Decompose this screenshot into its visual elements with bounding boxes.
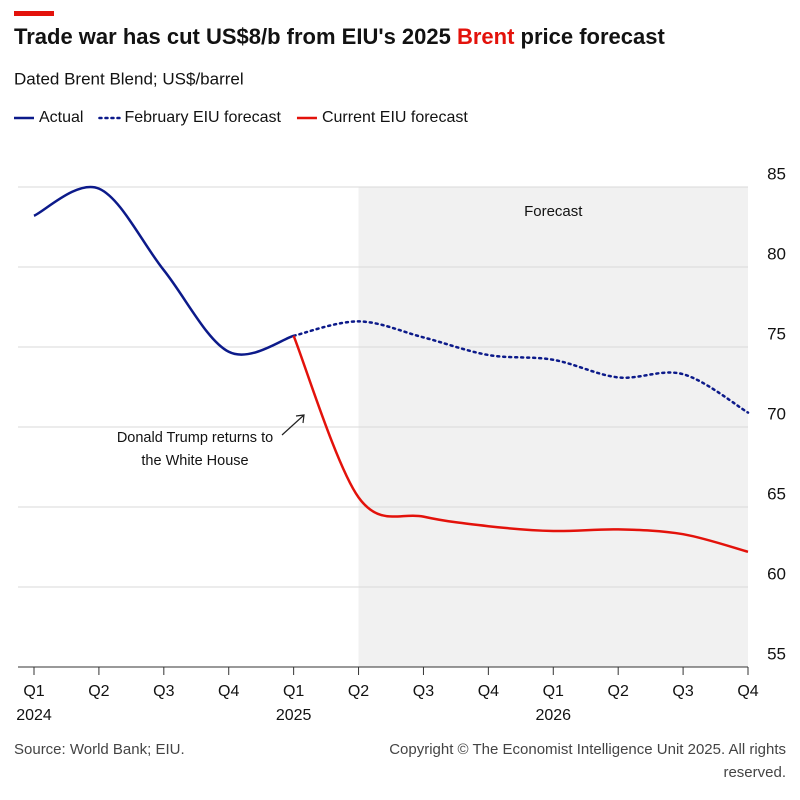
y-tick-label: 80 <box>767 244 786 263</box>
x-tick-label: Q4 <box>737 683 758 700</box>
y-tick-label: 75 <box>767 324 786 343</box>
y-tick-label: 85 <box>767 164 786 183</box>
title-part: Trade war has cut US$8/b from EIU's 2025 <box>14 24 457 49</box>
x-tick-label: Q2 <box>88 683 109 700</box>
series-line <box>33 185 295 356</box>
title-part: price forecast <box>514 24 665 49</box>
x-tick-label: Q1 <box>23 683 44 700</box>
x-tick-label: Q4 <box>478 683 499 700</box>
legend-label: Actual <box>39 109 83 126</box>
copyright: Copyright © The Economist Intelligence U… <box>389 741 786 781</box>
x-tick-label: Q3 <box>413 683 434 700</box>
year-label: 2024 <box>16 707 52 724</box>
x-tick-label: Q4 <box>218 683 239 700</box>
forecast-label: Forecast <box>524 203 583 220</box>
y-tick-label: 65 <box>767 484 786 503</box>
brand-bar <box>14 11 54 16</box>
y-tick-label: 60 <box>767 564 786 583</box>
legend-label: February EIU forecast <box>124 109 281 126</box>
source: Source: World Bank; EIU. <box>14 741 185 758</box>
series-line <box>292 320 750 414</box>
y-tick-label: 70 <box>767 404 786 423</box>
series-line <box>292 335 749 554</box>
y-tick-label: 55 <box>767 644 786 663</box>
x-tick-label: Q3 <box>153 683 174 700</box>
legend-label: Current EIU forecast <box>322 109 468 126</box>
x-tick-label: Q3 <box>672 683 693 700</box>
x-tick-label: Q2 <box>348 683 369 700</box>
x-tick-label: Q1 <box>543 683 564 700</box>
chart-title: Trade war has cut US$8/b from EIU's 2025… <box>14 24 665 49</box>
year-label: 2025 <box>276 707 312 724</box>
title-highlight: Brent <box>457 24 515 49</box>
chart-subtitle: Dated Brent Blend; US$/barrel <box>14 69 244 88</box>
x-tick-label: Q2 <box>608 683 629 700</box>
x-tick-label: Q1 <box>283 683 304 700</box>
year-label: 2026 <box>535 707 571 724</box>
annotation: the White House <box>141 453 248 469</box>
annotation: Donald Trump returns to <box>117 430 273 446</box>
annotation-arrow <box>281 414 305 436</box>
